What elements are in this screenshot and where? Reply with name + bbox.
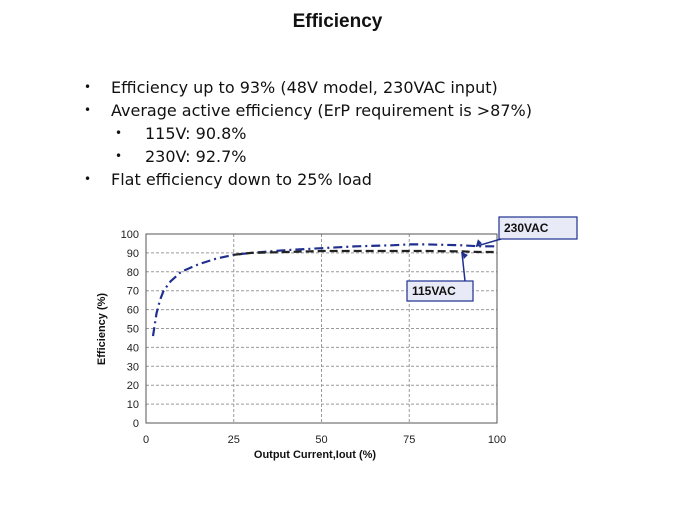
slide-title: Efficiency	[292, 11, 383, 32]
y-tick-label: 50	[127, 324, 139, 336]
callout-pointer	[461, 251, 466, 282]
bullet-text: Average active efficiency (ErP requireme…	[111, 101, 532, 120]
y-tick-label: 80	[127, 267, 139, 279]
y-tick-label: 0	[133, 418, 139, 430]
series-line-230vac	[151, 243, 497, 337]
y-tick-label: 20	[127, 380, 139, 392]
bullet-item: • Efficiency up to 93% (48V model, 230VAC…	[80, 76, 532, 99]
bullet-item: • 230V: 92.7%	[80, 145, 532, 168]
y-tick-label: 60	[127, 305, 139, 317]
bullet-text: 230V: 92.7%	[145, 147, 247, 166]
bullet-dot: •	[115, 149, 123, 163]
callout-label: 115VAC	[412, 284, 456, 298]
x-tick-label: 25	[228, 434, 240, 446]
x-axis-label: Output Current,Iout (%)	[254, 449, 377, 461]
callout-box	[406, 280, 474, 302]
bullet-list: • Efficiency up to 93% (48V model, 230VAC…	[80, 76, 532, 191]
callout-arrowhead	[475, 239, 482, 247]
y-tick-label: 10	[127, 399, 139, 411]
x-tick-label: 100	[488, 434, 506, 446]
callout-box	[498, 216, 578, 240]
bullet-dot: •	[115, 126, 123, 140]
y-tick-label: 70	[127, 286, 139, 298]
bullet-dot: •	[84, 80, 92, 94]
bullet-item: • Average active efficiency (ErP requirem…	[80, 99, 532, 122]
bullet-dot: •	[84, 103, 92, 117]
callout-arrowhead	[461, 251, 468, 259]
x-tick-label: 0	[143, 434, 149, 446]
x-tick-label: 50	[315, 434, 327, 446]
y-axis-label: Efficiency (%)	[96, 293, 108, 365]
bullet-text: Flat efficiency down to 25% load	[111, 170, 372, 189]
bullet-item: • Flat efficiency down to 25% load	[80, 168, 532, 191]
bullet-dot: •	[84, 172, 92, 186]
y-tick-label: 90	[127, 248, 139, 260]
callout-label: 230VAC	[504, 221, 549, 235]
y-tick-label: 30	[127, 361, 139, 373]
y-tick-label: 40	[127, 342, 139, 354]
bullet-text: 115V: 90.8%	[145, 124, 247, 143]
bullet-item: • 115V: 90.8%	[80, 122, 532, 145]
x-tick-label: 75	[403, 434, 415, 446]
plot-area-border	[145, 233, 498, 424]
y-tick-label: 100	[121, 229, 139, 241]
bullet-text: Efficiency up to 93% (48V model, 230VAC …	[111, 78, 498, 97]
callout-pointer	[475, 238, 502, 248]
